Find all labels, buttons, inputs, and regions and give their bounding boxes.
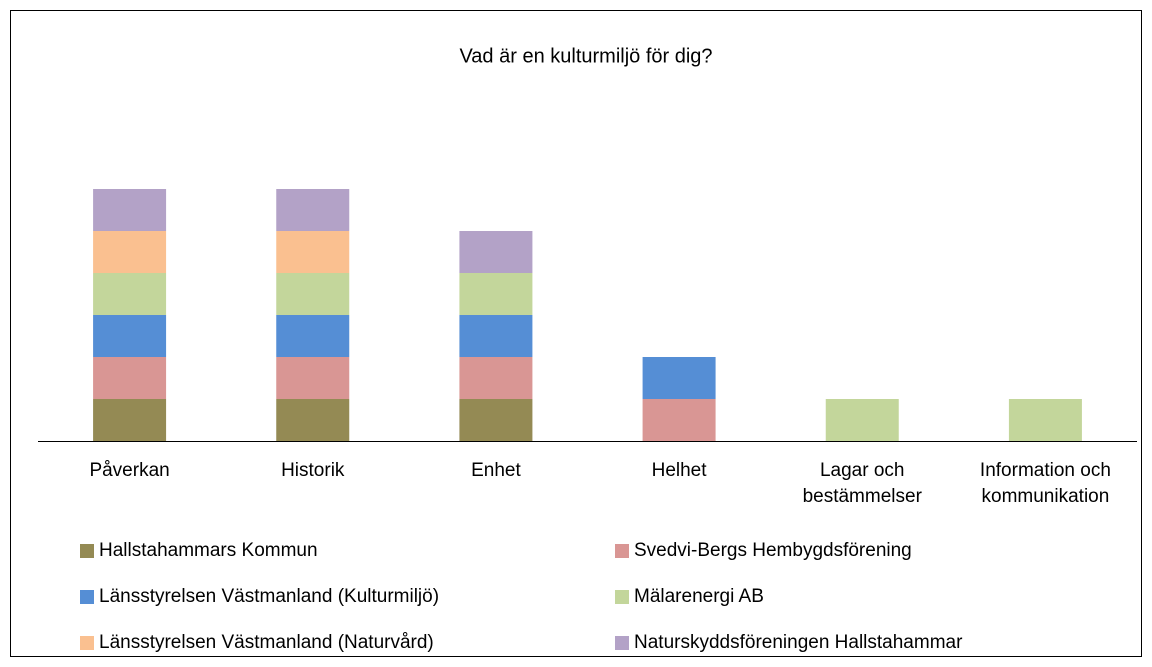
bar-segment: [276, 273, 350, 315]
bar-segment: [276, 189, 350, 231]
bar-segment: [276, 399, 350, 441]
bar-segment: [459, 399, 533, 441]
legend-swatch: [615, 590, 629, 604]
bar-segment: [93, 399, 167, 441]
bar-segment: [276, 357, 350, 399]
bar-segment: [642, 399, 716, 441]
legend-swatch: [80, 636, 94, 650]
bar-segment: [459, 231, 533, 273]
x-tick-label: Påverkan: [89, 460, 169, 481]
legend-label: Länsstyrelsen Västmanland (Naturvård): [99, 632, 434, 653]
legend-swatch: [80, 544, 94, 558]
legend-swatch: [615, 544, 629, 558]
x-tick-label: Lagar och bestämmelser: [803, 460, 923, 507]
legend-label: Hallstahammars Kommun: [99, 540, 318, 561]
bar-segment: [459, 273, 533, 315]
legend-swatch: [80, 590, 94, 604]
x-tick-label: Enhet: [471, 460, 521, 481]
bar-segment: [459, 315, 533, 357]
legend-label: Mälarenergi AB: [634, 586, 764, 607]
bar-segment: [276, 231, 350, 273]
bar-segment: [642, 357, 716, 399]
bar-segment: [276, 315, 350, 357]
x-tick-label: Information och kommunikation: [980, 460, 1111, 507]
legend-label: Länsstyrelsen Västmanland (Kulturmiljö): [99, 586, 439, 607]
legend-label: Naturskyddsföreningen Hallstahammar: [634, 632, 963, 653]
chart-title: Vad är en kulturmiljö för dig?: [459, 45, 712, 67]
bar-segment: [93, 315, 167, 357]
legend-swatch: [615, 636, 629, 650]
bar-segment: [93, 231, 167, 273]
bar-segment: [825, 399, 899, 441]
x-tick-label: Helhet: [652, 460, 708, 481]
x-tick-label: Historik: [281, 460, 345, 481]
bar-segment: [459, 357, 533, 399]
bar-segment: [93, 189, 167, 231]
legend-label: Svedvi-Bergs Hembygdsförening: [634, 540, 912, 561]
bar-segment: [1008, 399, 1082, 441]
bar-segment: [93, 273, 167, 315]
bar-segment: [93, 357, 167, 399]
chart-border: [10, 10, 1142, 657]
